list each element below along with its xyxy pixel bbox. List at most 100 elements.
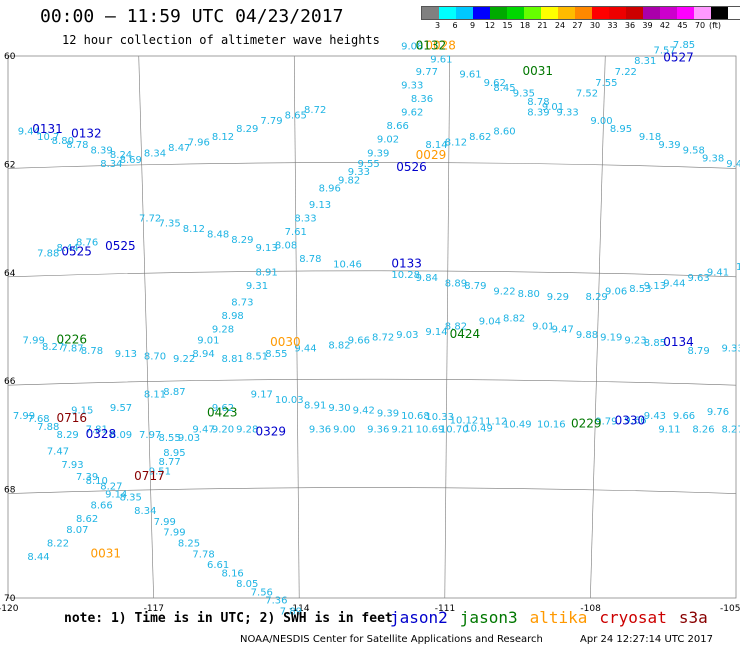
lon-tick-label: -114: [289, 604, 310, 614]
wave-height-value: 9.44: [663, 278, 685, 289]
wave-height-value: 8.44: [27, 552, 49, 563]
wave-height-value: 8.85: [644, 338, 666, 349]
wave-height-value: 9.35: [513, 89, 535, 100]
wave-height-value: 7.47: [47, 446, 69, 457]
wave-height-value: 9.66: [348, 335, 370, 346]
wave-height-value: 8.12: [183, 224, 205, 235]
wave-height-value: 9.47: [192, 425, 214, 436]
wave-height-value: 9.41: [707, 268, 729, 279]
wave-height-value: 8.29: [236, 124, 258, 135]
wave-height-value: 9.22: [493, 286, 515, 297]
pass-time-label: 0328: [86, 427, 117, 441]
pass-time-label: 0031: [91, 546, 122, 560]
wave-height-value: 9.57: [110, 403, 132, 414]
wave-height-value: 9.36: [367, 425, 389, 436]
wave-height-value: 9.82: [338, 175, 360, 186]
legend-swatch: [694, 7, 711, 19]
wave-height-value: 8.87: [163, 387, 185, 398]
wave-height-value: 8.27: [100, 482, 122, 493]
wave-height-value: 8.73: [231, 297, 253, 308]
wave-height-value: 7.61: [285, 227, 307, 238]
wave-height-value: 7.99: [163, 528, 185, 539]
wave-height-value: 9.28: [236, 425, 258, 436]
wave-height-value: 8.11: [144, 389, 166, 400]
wave-height-value: 9.88: [576, 330, 598, 341]
pass-time-label: 0716: [57, 411, 88, 425]
wave-height-value: 6.61: [207, 560, 229, 571]
legend-swatch: [490, 7, 507, 19]
lat-lon-grid: [7, 55, 737, 599]
satellite-name: cryosat: [599, 608, 667, 627]
wave-height-value: 10.46: [333, 259, 362, 270]
wave-height-value: 9.61: [459, 70, 481, 81]
wave-height-value: 8.65: [285, 110, 307, 121]
lon-tick-label: -117: [144, 604, 164, 614]
wave-height-value: 9.39: [367, 148, 389, 159]
wave-height-value: 7.72: [139, 213, 161, 224]
wave-height-value: 9.39: [377, 408, 399, 419]
wave-height-value: 9.20: [212, 425, 234, 436]
wave-height-value: 8.95: [163, 448, 185, 459]
wave-height-value: 8.78: [66, 140, 88, 151]
pass-time-label: 0424: [450, 327, 481, 341]
wave-height-value: 8.14: [425, 140, 447, 151]
parallel-line: [7, 487, 737, 494]
lat-tick-label: 64: [4, 269, 16, 279]
wave-height-value: 10.0: [736, 262, 740, 273]
wave-height-value: 8.96: [319, 184, 341, 195]
axis-labels: -120 -117 -114 -111 -108 -105 60 62 64 66 68 70: [0, 52, 740, 614]
wave-height-value: 9.22: [173, 354, 195, 365]
wave-height-value: 8.24: [110, 150, 132, 161]
wave-height-value: 8.89: [445, 278, 467, 289]
wave-height-value: 9.19: [600, 333, 622, 344]
wave-height-value: 7.68: [27, 414, 49, 425]
wave-height-value: 11.12: [479, 417, 508, 428]
wave-height-value: 8.31: [634, 56, 656, 67]
wave-height-value: 9.13: [256, 243, 278, 254]
wave-height-value: 8.70: [144, 352, 166, 363]
wave-height-value: 7.99: [23, 335, 45, 346]
wave-height-value: 9.66: [673, 411, 695, 422]
wave-height-value: 8.77: [158, 457, 180, 468]
legend-tick-label: 36: [624, 21, 636, 30]
wave-height-value: 8.98: [222, 311, 244, 322]
pass-time-label: 0330: [615, 414, 646, 428]
page-subtitle: 12 hour collection of altimeter wave hei…: [62, 33, 380, 47]
parallel-line: [7, 378, 737, 386]
wave-height-value: 7.99: [13, 411, 35, 422]
wave-height-value: 7.99: [154, 517, 176, 528]
wave-height-value: 9.36: [309, 425, 331, 436]
legend-tick-label: 3: [434, 21, 441, 30]
parallel-line: [7, 270, 737, 278]
wave-height-value: 9.00: [590, 116, 612, 127]
wave-height-value: 9.31: [246, 281, 268, 292]
wave-height-value: 8.72: [372, 333, 394, 344]
wave-height-value: 8.29: [231, 235, 253, 246]
legend-swatch: [439, 7, 456, 19]
wave-height-value: 10.69: [416, 425, 445, 436]
pass-time-labels: 0131 0132 0525 0525 0226 0716 0423 0328 0717 0031…: [32, 38, 693, 560]
wave-height-value: 9.48: [726, 159, 740, 170]
wave-height-value: 8.33: [294, 213, 316, 224]
wave-height-value: 7.87: [61, 343, 83, 354]
lat-tick-label: 60: [4, 52, 16, 62]
meridian-line: [444, 55, 451, 599]
pass-time-label: 0525: [105, 239, 136, 253]
legend-tick-label: 9: [469, 21, 476, 30]
wave-height-value: 7.36: [265, 595, 287, 606]
wave-height-value: 7.52: [576, 89, 598, 100]
wave-height-value: 10.16: [537, 419, 566, 430]
pass-time-label: 0028: [425, 38, 456, 52]
wave-height-value: 8.53: [629, 284, 651, 295]
wave-height-value: 8.82: [503, 314, 525, 325]
wave-height-value: 9.76: [707, 407, 729, 418]
wave-height-value: 9.58: [683, 146, 705, 157]
legend-tick-label: 70: [694, 21, 706, 30]
wave-height-value: 8.48: [207, 230, 229, 241]
pass-time-label: 0131: [32, 122, 63, 136]
wave-height-value: 7.81: [86, 425, 108, 436]
wave-height-value: 8.12: [445, 137, 467, 148]
legend-swatch: [660, 7, 677, 19]
